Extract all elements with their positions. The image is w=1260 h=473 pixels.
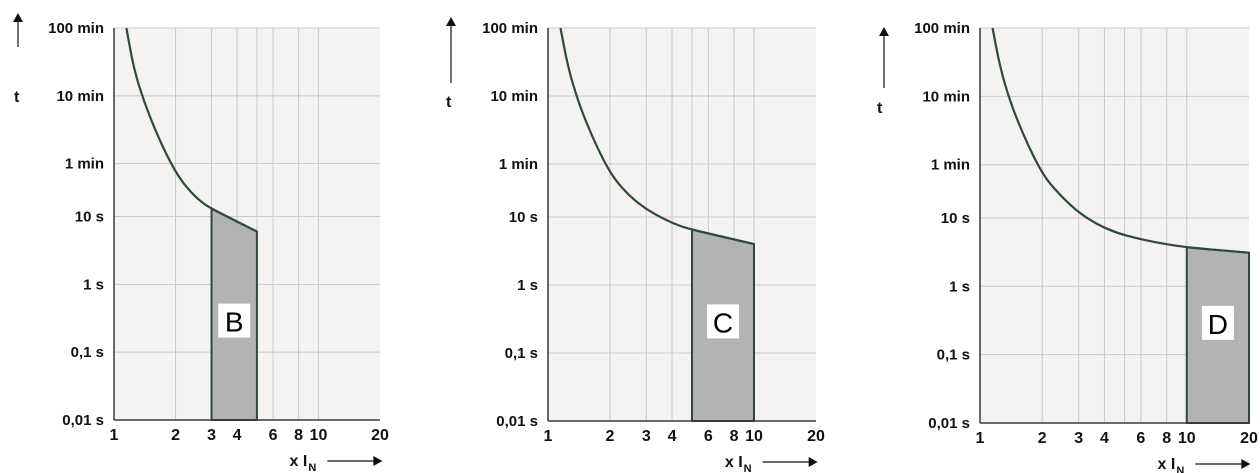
x-tick-label: 2	[171, 427, 180, 444]
x-tick-label: 3	[1074, 430, 1083, 447]
plot-area	[548, 28, 816, 421]
y-tick-label: 1 s	[517, 277, 538, 294]
chart-panel-d: 100 min 10 min 1 min 10 s 1 s 0,1 s 0,01 s 1 2 3 4…	[877, 20, 1258, 473]
y-axis-arrowhead	[13, 13, 23, 22]
y-tick-label: 100 min	[914, 20, 970, 37]
x-axis-arrowhead	[373, 456, 383, 466]
x-tick-label: 20	[807, 428, 825, 445]
y-tick-label: 0,1 s	[71, 344, 104, 361]
x-tick-label: 4	[668, 428, 677, 445]
x-axis-label: x I	[290, 453, 308, 470]
y-tick-label: 0,1 s	[505, 345, 538, 362]
x-tick-label: 10	[1178, 430, 1196, 447]
y-tick-label: 0,01 s	[496, 413, 538, 430]
x-axis-arrowhead	[1241, 459, 1251, 469]
x-tick-label: 10	[310, 427, 328, 444]
y-tick-label: 100 min	[48, 20, 104, 37]
x-tick-label: 2	[1038, 430, 1047, 447]
x-axis-label: x I	[725, 454, 743, 471]
x-tick-label: 4	[233, 427, 242, 444]
y-tick-label: 10 min	[56, 88, 104, 105]
x-tick-label: 1	[544, 428, 553, 445]
trip-curve-line	[125, 27, 258, 233]
y-axis-label: t	[14, 89, 20, 106]
y-axis-label: t	[446, 94, 452, 111]
y-tick-label: 0,01 s	[928, 415, 970, 432]
x-axis-label: x I	[1158, 456, 1176, 473]
region-label-box	[706, 304, 739, 339]
x-tick-label: 3	[207, 427, 216, 444]
x-axis-label-subscript: N	[308, 462, 316, 473]
x-tick-label: 20	[371, 427, 389, 444]
x-tick-label: 1	[976, 430, 985, 447]
region-label-box	[218, 303, 251, 338]
y-tick-label: 1 s	[83, 276, 104, 293]
region-label: D	[1208, 309, 1228, 340]
y-tick-label: 10 s	[941, 210, 970, 227]
y-axis-arrowhead	[879, 27, 889, 36]
x-tick-label: 1	[110, 427, 119, 444]
x-axis-label-subscript: N	[744, 463, 752, 473]
y-tick-label: 100 min	[482, 20, 538, 37]
y-tick-label: 10 min	[490, 88, 538, 105]
trip-curve-line	[559, 27, 755, 246]
y-tick-label: 10 min	[922, 88, 970, 105]
trip-curve-line	[991, 27, 1250, 254]
region-label: B	[225, 307, 244, 338]
y-tick-label: 0,1 s	[937, 347, 970, 364]
y-tick-label: 1 min	[931, 157, 970, 174]
y-tick-label: 1 min	[499, 156, 538, 173]
x-axis-label-subscript: N	[1176, 465, 1184, 473]
chart-panel-b: 100 min 10 min 1 min 10 s 1 s 0,1 s 0,01 s 1 2 3 4…	[13, 13, 389, 473]
x-tick-label: 10	[745, 428, 763, 445]
y-axis-arrowhead	[446, 17, 456, 26]
x-tick-label: 3	[642, 428, 651, 445]
chart-panel-c: 100 min 10 min 1 min 10 s 1 s 0,1 s 0,01 s 1 2 3 4…	[446, 17, 825, 473]
y-tick-label: 1 s	[949, 278, 970, 295]
x-tick-label: 6	[1136, 430, 1145, 447]
x-tick-label: 6	[269, 427, 278, 444]
x-tick-label: 4	[1100, 430, 1109, 447]
y-tick-label: 10 s	[75, 208, 104, 225]
y-tick-label: 1 min	[65, 156, 104, 173]
region-label: C	[713, 307, 733, 338]
region-label-box	[1201, 305, 1234, 340]
y-tick-label: 10 s	[509, 209, 538, 226]
x-tick-label: 6	[704, 428, 713, 445]
x-axis-arrowhead	[808, 457, 818, 467]
x-tick-label: 8	[730, 428, 739, 445]
x-tick-label: 2	[606, 428, 615, 445]
y-axis-label: t	[877, 100, 883, 117]
x-tick-label: 8	[1162, 430, 1171, 447]
x-tick-label: 20	[1240, 430, 1258, 447]
y-tick-label: 0,01 s	[62, 412, 104, 429]
x-tick-label: 8	[294, 427, 303, 444]
